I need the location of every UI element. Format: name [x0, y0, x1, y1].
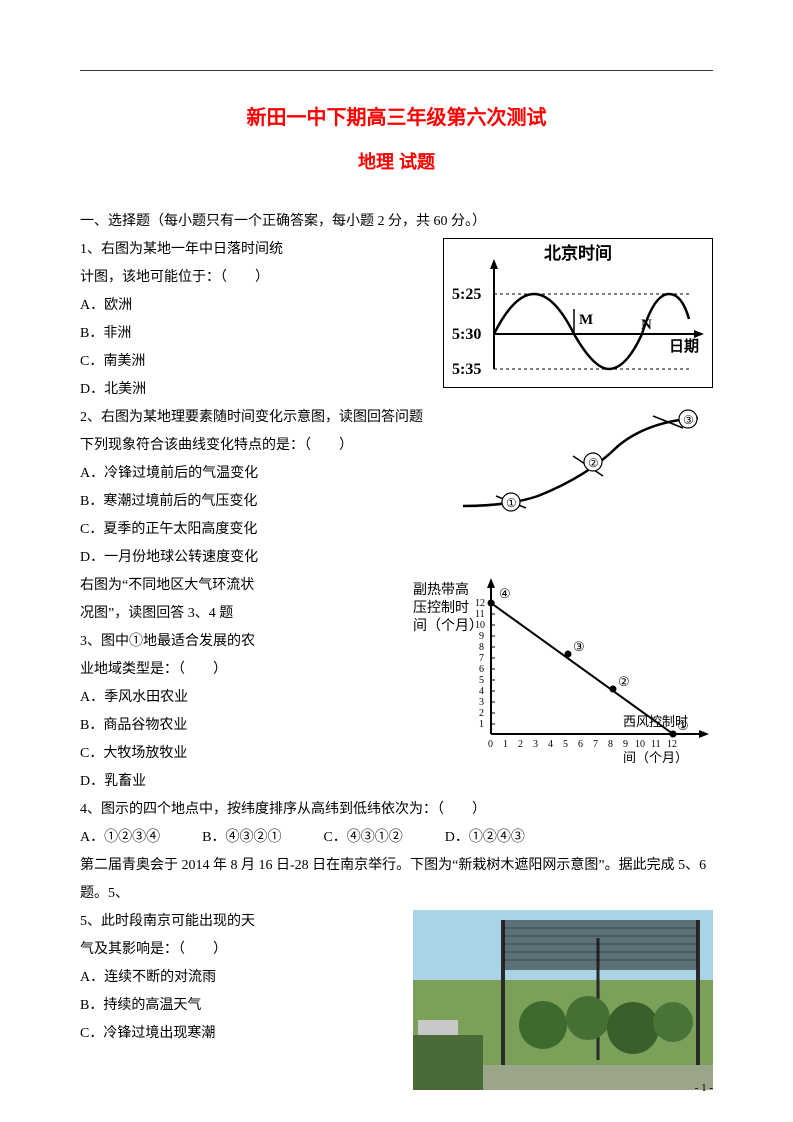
page-number: - 1 - [695, 1082, 713, 1094]
svg-text:③: ③ [573, 639, 585, 654]
svg-text:1: 1 [503, 739, 508, 750]
svg-text:1: 1 [479, 719, 484, 730]
figure-4-shade-net-photo [413, 910, 713, 1090]
q5-intro: 第二届青奥会于 2014 年 8 月 16 日-28 日在南京举行。下图为“新栽… [80, 852, 713, 908]
svg-text:11: 11 [475, 609, 485, 620]
svg-text:8: 8 [479, 642, 484, 653]
section-header: 一、选择题（每小题只有一个正确答案，每小题 2 分，共 60 分。） [80, 208, 713, 236]
svg-text:5:25: 5:25 [452, 286, 481, 303]
svg-text:10: 10 [475, 620, 485, 631]
svg-text:2: 2 [518, 739, 523, 750]
figure-2-s-curve: ① ② ③ [448, 406, 713, 521]
fig1-y-title: 北京时间 [544, 243, 612, 263]
top-rule [80, 70, 713, 71]
body: 一、选择题（每小题只有一个正确答案，每小题 2 分，共 60 分。） 北京时间 … [80, 208, 713, 1048]
svg-text:9: 9 [479, 631, 484, 642]
svg-text:日期: 日期 [669, 337, 699, 355]
svg-text:5:30: 5:30 [452, 326, 481, 343]
svg-text:2: 2 [479, 708, 484, 719]
svg-text:6: 6 [479, 664, 484, 675]
svg-text:4: 4 [479, 686, 484, 697]
svg-text:N: N [641, 317, 652, 333]
q3-optD: D．乳畜业 [80, 768, 713, 796]
svg-text:②: ② [588, 456, 599, 470]
svg-text:间（个月）: 间（个月） [623, 750, 688, 765]
figure-1-sunset-time: 北京时间 5:25 5:30 5:35 日期 M N [443, 238, 713, 388]
svg-text:西风控制时: 西风控制时 [623, 714, 688, 729]
svg-text:M: M [579, 312, 593, 328]
svg-text:5: 5 [479, 675, 484, 686]
svg-text:12: 12 [475, 598, 485, 609]
svg-text:0: 0 [488, 739, 493, 750]
svg-text:③: ③ [683, 413, 694, 427]
svg-text:8: 8 [608, 739, 613, 750]
svg-text:④: ④ [499, 586, 511, 601]
svg-text:压控制时: 压控制时 [413, 600, 469, 616]
svg-text:12: 12 [667, 739, 677, 750]
svg-text:4: 4 [548, 739, 553, 750]
svg-text:间（个月）: 间（个月） [413, 618, 483, 634]
title-main: 新田一中下期高三年级第六次测试 [80, 101, 713, 130]
svg-text:①: ① [506, 496, 517, 510]
svg-text:11: 11 [651, 739, 661, 750]
figure-3-climate-scatter: 副热带高 压控制时 间（个月） 123 456 789 101112 012 3… [413, 574, 713, 769]
svg-text:7: 7 [479, 653, 484, 664]
svg-text:9: 9 [623, 739, 628, 750]
svg-text:3: 3 [479, 697, 484, 708]
svg-text:3: 3 [533, 739, 538, 750]
q4-options: A．①②③④ B．④③②① C．④③①② D．①②④③ [80, 824, 713, 852]
svg-text:副热带高: 副热带高 [413, 581, 469, 598]
svg-text:②: ② [618, 674, 630, 689]
svg-text:5:35: 5:35 [452, 361, 481, 378]
svg-text:7: 7 [593, 739, 598, 750]
svg-text:10: 10 [635, 739, 645, 750]
q2-optD: D．一月份地球公转速度变化 [80, 544, 713, 572]
q4-stem: 4、图示的四个地点中，按纬度排序从高纬到低纬依次为：（ ） [80, 796, 713, 824]
svg-text:5: 5 [563, 739, 568, 750]
svg-text:6: 6 [578, 739, 583, 750]
title-sub: 地理 试题 [80, 148, 713, 174]
